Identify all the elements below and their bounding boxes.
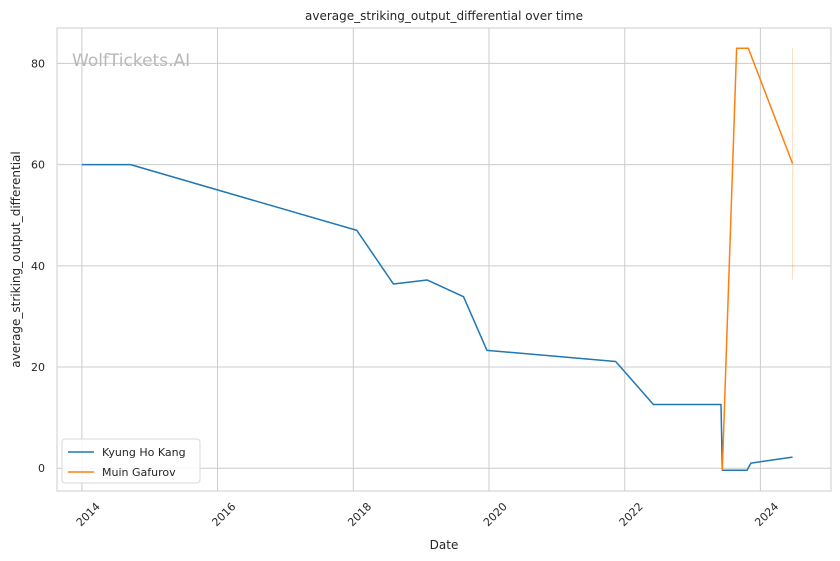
y-tick-label: 80 [31,57,45,70]
plot-frame [56,27,832,492]
legend: Kyung Ho Kang Muin Gafurov [61,438,201,484]
legend-label-kyung-ho-kang: Kyung Ho Kang [102,446,186,459]
chart-title: average_striking_output_differential ove… [305,9,583,23]
x-axis-title: Date [430,538,459,552]
y-tick-label: 40 [31,260,45,273]
series-layer [81,47,794,471]
series-line-muin-gafurov [721,47,794,471]
grid [57,28,831,491]
y-tick-label: 0 [38,462,45,475]
legend-box [61,438,201,484]
y-axis-title: average_striking_output_differential [9,151,23,367]
y-tick-label: 60 [31,159,45,172]
watermark: WolfTickets.AI [72,51,190,71]
legend-label-muin-gafurov: Muin Gafurov [102,466,176,479]
y-tick-label: 20 [31,361,45,374]
series-line-kyung-ho-kang [81,163,793,471]
